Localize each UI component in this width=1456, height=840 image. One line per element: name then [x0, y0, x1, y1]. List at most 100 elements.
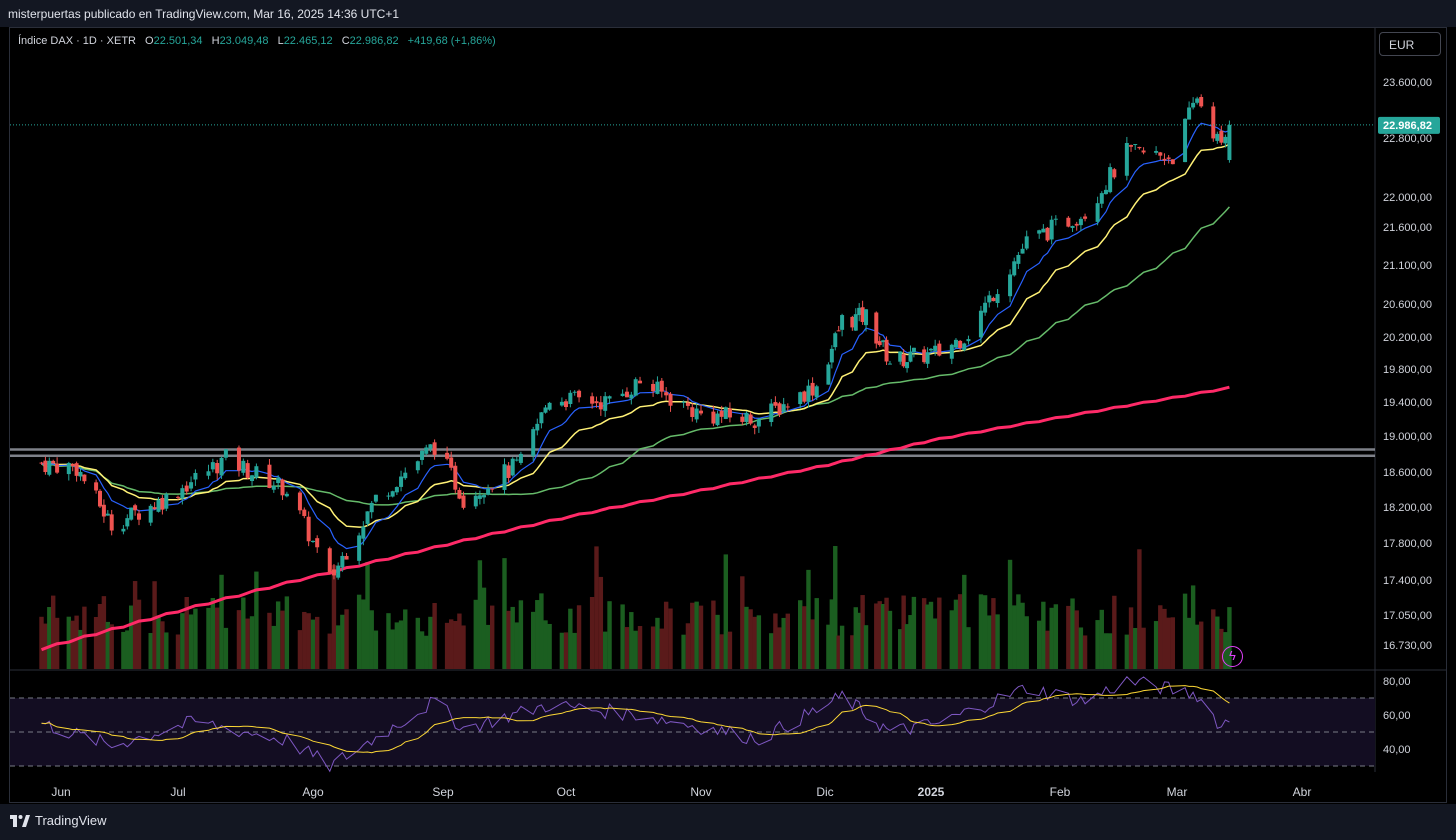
volume-bar: [607, 601, 612, 669]
volume-bar: [1124, 634, 1130, 669]
volume-bar: [1012, 605, 1017, 669]
candle-body: [798, 392, 803, 405]
currency-button[interactable]: EUR: [1379, 32, 1441, 56]
rsi-ma-line: [41, 685, 1230, 754]
rsi-tick-label: 80,00: [1383, 676, 1411, 688]
price-tick-label: 22.000,00: [1383, 192, 1432, 204]
tradingview-logo[interactable]: TradingView: [10, 813, 107, 828]
candle-body: [933, 345, 938, 351]
candle-body: [184, 485, 189, 492]
price-tick-label: 19.400,00: [1383, 397, 1432, 409]
volume-bar: [727, 631, 733, 669]
candle-body: [236, 447, 241, 471]
volume-bar: [302, 611, 307, 669]
candle-body: [1053, 218, 1058, 220]
volume-bar: [756, 615, 762, 669]
volume-bar: [1162, 608, 1167, 669]
volume-bar: [125, 630, 130, 669]
candle-body: [1219, 130, 1224, 143]
candle-body: [887, 363, 892, 365]
volume-bar: [880, 603, 886, 669]
volume-bar: [901, 595, 906, 669]
volume-bar: [814, 598, 819, 669]
volume-bars: [39, 546, 1232, 669]
candle-body: [457, 489, 462, 499]
candle-body: [911, 347, 916, 352]
volume-bar: [826, 624, 831, 669]
volume-bar: [1020, 602, 1025, 669]
candle-body: [1199, 96, 1204, 107]
ma200-line: [40, 385, 1230, 652]
candle-body: [829, 348, 834, 363]
candle-body: [373, 494, 378, 502]
time-tick-label: Mar: [1167, 785, 1188, 799]
volume-bar: [136, 599, 142, 669]
lightning-icon[interactable]: ϟ: [1222, 646, 1243, 667]
volume-bar: [109, 624, 114, 669]
volume-bar: [576, 605, 582, 669]
candle-body: [983, 302, 988, 313]
candle-body: [1037, 230, 1042, 234]
volume-bar: [723, 554, 728, 669]
candle-body: [991, 297, 996, 302]
candle-body: [699, 410, 703, 414]
volume-bar: [184, 597, 189, 669]
volume-bar: [685, 623, 691, 669]
candle-body: [133, 505, 138, 511]
chart-frame: [9, 27, 1447, 803]
volume-bar: [925, 604, 930, 669]
candle-body: [723, 407, 728, 419]
volume-bar: [78, 629, 83, 669]
candle-body: [1108, 167, 1113, 193]
candle-body: [125, 518, 130, 527]
volume-bar: [275, 601, 281, 669]
volume-bar: [773, 613, 778, 669]
volume-bar: [481, 587, 487, 669]
price-tick-label: 18.200,00: [1383, 502, 1432, 514]
volume-bar: [254, 571, 259, 669]
volume-bar: [1137, 549, 1142, 669]
volume-bar: [356, 594, 362, 669]
candle-body: [711, 411, 716, 424]
volume-bar: [1016, 594, 1021, 669]
candle-body: [752, 425, 757, 428]
candle-body: [624, 391, 629, 398]
candle-body: [327, 548, 332, 573]
candle-body: [802, 391, 807, 402]
volume-bar: [223, 627, 229, 669]
candle-body: [254, 466, 259, 478]
candle-body: [415, 461, 420, 471]
volume-bar: [473, 599, 478, 669]
high-label: H: [211, 35, 220, 47]
volume-bar: [898, 629, 903, 669]
candle-body: [82, 474, 87, 482]
candle-body: [1191, 102, 1196, 108]
volume-bar: [1219, 628, 1224, 669]
candle-body: [461, 495, 466, 508]
volume-bar: [928, 601, 934, 669]
candle-body: [47, 460, 52, 475]
candle-body: [629, 394, 634, 399]
volume-bar: [514, 622, 519, 669]
candle-body: [814, 386, 819, 398]
volume-bar: [310, 619, 316, 669]
volume-bar: [1066, 605, 1071, 669]
volume-bar: [877, 601, 882, 669]
candle-body: [473, 495, 478, 507]
candle-body: [836, 330, 841, 332]
candle-body: [785, 406, 790, 408]
volume-bar: [744, 606, 749, 669]
volume-bar: [740, 576, 745, 669]
symbol-name[interactable]: Índice DAX · 1D · XETR: [18, 35, 136, 47]
candle-body: [853, 314, 858, 331]
price-tick-label: 23.600,00: [1383, 77, 1432, 89]
volume-bar: [390, 629, 395, 669]
candle-body: [1124, 142, 1129, 176]
candle-body: [715, 413, 720, 426]
volume-bar: [624, 627, 630, 669]
candle-body: [160, 497, 165, 510]
time-tick-label: Dic: [816, 785, 833, 799]
volume-bar: [47, 607, 52, 669]
price-tick-label: 19.800,00: [1383, 364, 1432, 376]
